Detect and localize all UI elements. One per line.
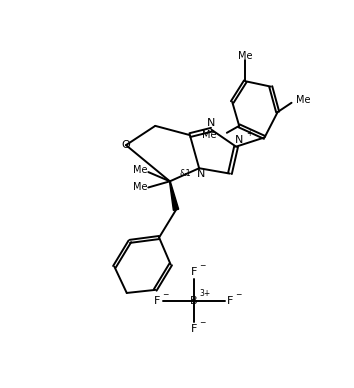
- Text: −: −: [199, 262, 206, 270]
- Text: +: +: [246, 129, 252, 138]
- Text: O: O: [122, 140, 130, 150]
- Text: N: N: [207, 118, 216, 128]
- Text: B: B: [190, 296, 198, 306]
- Text: F: F: [190, 267, 197, 277]
- Text: Me: Me: [133, 165, 148, 175]
- Polygon shape: [170, 181, 179, 210]
- Text: Me: Me: [296, 95, 311, 106]
- Text: F: F: [227, 296, 233, 306]
- Text: F: F: [190, 324, 197, 334]
- Text: N: N: [235, 135, 243, 145]
- Text: F: F: [154, 296, 160, 306]
- Text: Me: Me: [201, 130, 216, 140]
- Text: 3+: 3+: [199, 289, 210, 298]
- Text: N: N: [196, 169, 205, 178]
- Text: −: −: [235, 290, 242, 299]
- Text: &1: &1: [180, 169, 192, 178]
- Text: Me: Me: [238, 51, 253, 61]
- Text: Me: Me: [133, 182, 148, 192]
- Text: −: −: [199, 319, 206, 327]
- Text: −: −: [162, 290, 169, 299]
